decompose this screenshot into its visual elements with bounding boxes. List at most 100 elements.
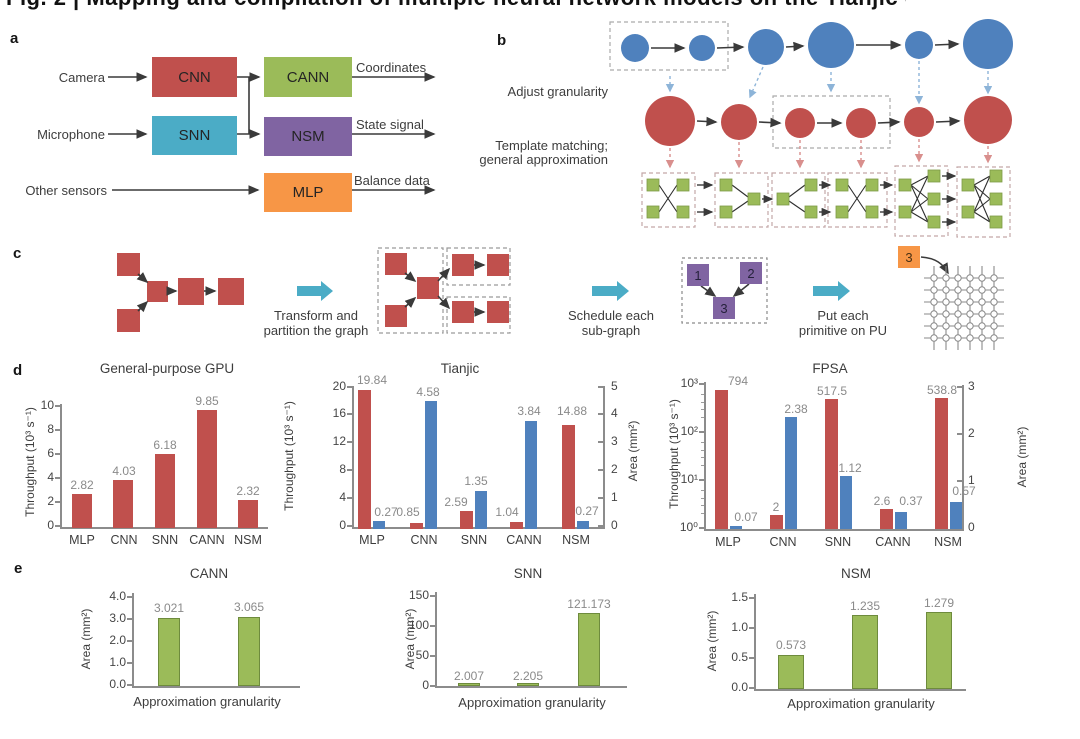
panel-b-blue-row [609,19,1013,105]
bar-tianjic-area-snn [475,491,487,529]
tick-mark [127,596,132,598]
tick: 5 [611,379,618,393]
value-label: 14.88 [556,404,588,418]
panel-b-primitive-boxes [641,165,1011,238]
tick: 6 [47,446,54,460]
chart-tianjic-ylabel-left: Throughput (10³ s⁻¹) [282,401,296,511]
bar-tianjic-throughput-cann [510,522,523,529]
panel-label-e: e [14,560,23,577]
tick-mark [749,597,754,599]
bar-cann-2 [238,617,260,686]
tick-mark [957,433,962,435]
tick: 1 [611,490,618,504]
tick: 20 [332,379,346,393]
value-label: 4.03 [112,464,136,478]
bar-fpsa-throughput-nsm [935,398,948,529]
tick: 10² [680,424,698,438]
value-label: 3.065 [233,600,265,614]
value-label: 1.04 [495,505,519,519]
tick-mark [598,497,603,499]
bar-tianjic-throughput-snn [460,511,473,529]
tick: 2 [47,494,54,508]
minor-tick [701,402,704,403]
bar-gpu-mlp [72,494,92,528]
tick: 10⁰ [679,520,698,534]
bar-fpsa-throughput-snn [825,399,838,529]
chart-cann-xaxis [132,686,300,688]
tick-mark [430,625,435,627]
value-label: 19.84 [356,373,388,387]
value-label: 2.32 [236,484,260,498]
chart-fpsa-yaxis-right [962,385,964,531]
cat-label: CNN [110,533,138,547]
tick: 10¹ [680,472,698,486]
subgraph-node-3: 3 [713,297,735,319]
tick-mark [957,386,962,388]
tick: 8 [47,422,54,436]
tick: 4.0 [109,589,126,603]
tick-mark [598,413,603,415]
tick-mark [347,413,352,415]
tick-mark [347,497,352,499]
tick: 0 [47,518,54,532]
value-label: 121.173 [567,597,611,611]
tick-mark [598,441,603,443]
step-schedule-line2: sub-graph [581,323,641,338]
tick-mark [127,684,132,686]
bar-gpu-cnn [113,480,133,528]
tick-mark [598,469,603,471]
chart-gpu-yaxis [60,404,62,528]
minor-tick [701,450,704,451]
value-label: 3.84 [517,404,541,418]
tick: 0 [611,518,618,532]
value-label: 6.18 [153,438,177,452]
tick: 1.5 [731,590,748,604]
tick-mark [430,595,435,597]
tick-mark [430,655,435,657]
output-coordinates: Coordinates [356,60,427,75]
minor-tick [701,465,704,466]
tick: 4 [611,406,618,420]
cat-label: SNN [151,533,179,547]
tick: 3 [968,379,975,393]
input-other-sensors: Other sensors [25,183,107,198]
tick: 4 [339,490,346,504]
chart-cann-xlabel: Approximation granularity [133,694,281,709]
bar-nsm-2 [852,615,878,689]
cat-label: NSM [234,533,262,547]
tick-mark [127,640,132,642]
chart-nsm-xaxis [754,689,966,691]
bar-tianjic-area-cann [525,421,537,529]
value-label: 2.82 [70,478,94,492]
label-adjust-granularity: Adjust granularity [507,84,608,99]
tick: 0.5 [731,650,748,664]
tick: 0.0 [109,677,126,691]
minor-tick [701,498,704,499]
cat-label: MLP [359,533,385,547]
tick-mark [699,527,704,529]
value-label: 3.021 [153,601,185,615]
value-label: 0.07 [734,510,758,524]
tick: 2 [968,426,975,440]
cat-label: NSM [562,533,590,547]
tick: 2 [611,462,618,476]
tick: 50 [415,648,429,662]
chart-cann-yaxis [132,593,134,688]
tick-mark [749,627,754,629]
tick: 0.0 [731,680,748,694]
tick: 16 [332,406,346,420]
bar-nsm-1 [778,655,804,689]
value-label: 0.573 [775,638,807,652]
tick-mark [699,383,704,385]
chart-gpu-title: General-purpose GPU [99,361,235,376]
tick-mark [699,431,704,433]
bar-fpsa-area-cann [895,512,907,529]
value-label: 0.37 [899,494,923,508]
bar-tianjic-throughput-mlp [358,390,371,529]
tick-mark [749,657,754,659]
step-transform-line1: Transform and [273,308,359,323]
bar-snn-2 [517,683,539,686]
chart-tianjic-yaxis-left [352,386,354,529]
tick: 1 [968,473,975,487]
